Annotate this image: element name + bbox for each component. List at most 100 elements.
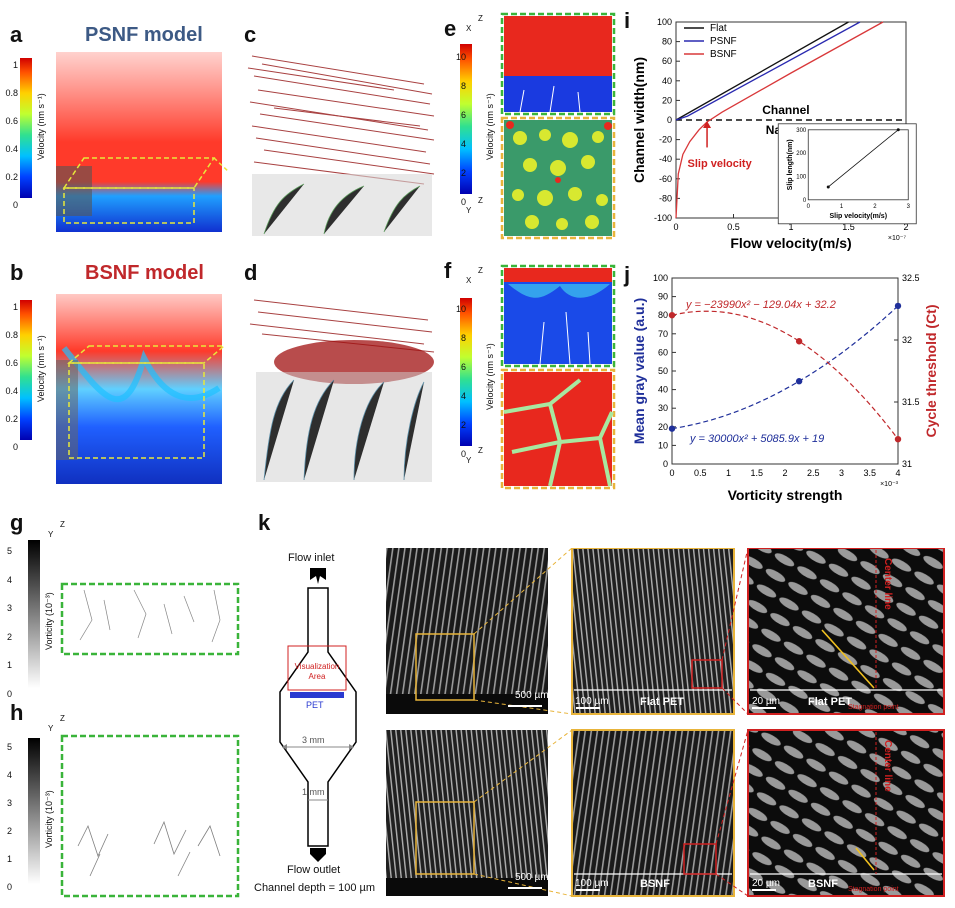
- scale-500-row1: 500 µm: [515, 690, 549, 701]
- flat-pet-label-detail: Flat PET: [808, 696, 853, 708]
- x-tick-label: 0: [669, 468, 674, 478]
- y-tick-label: 100: [653, 273, 668, 283]
- bsnf-label-zoom: BSNF: [640, 878, 670, 890]
- colorbar-g-tick: 5: [6, 546, 12, 556]
- visualization-area-label: Visualization Area: [294, 662, 340, 681]
- axis-f-top-x: X: [466, 276, 472, 285]
- scale-20-row1: 20 µm: [752, 696, 780, 707]
- colorbar-f-label: Velocity (nm s⁻¹): [485, 343, 495, 410]
- y2-axis-label: Cycle threshold (Ct): [923, 304, 939, 437]
- series-line-flat: [675, 21, 849, 121]
- channel-annotation: Channel: [762, 103, 809, 117]
- stagnation-point-label-row1: Stagnation point: [848, 704, 899, 711]
- legend-entry: PSNF: [710, 36, 737, 47]
- panel-label-j: j: [624, 262, 631, 287]
- slip-velocity-annotation: Slip velocity: [688, 158, 753, 170]
- panel-a-figure: [20, 52, 230, 232]
- colorbar-f-tick: 10: [455, 304, 466, 314]
- inset-plot-frame: [807, 129, 909, 201]
- panel-c-streamlines: [247, 55, 435, 236]
- colorbar-b-tick: 1: [12, 302, 18, 312]
- y-tick-label: 0: [663, 459, 668, 469]
- y-tick-label: 20: [662, 95, 672, 105]
- inset-x-tick: 3: [907, 204, 911, 210]
- inset-y-tick: 100: [796, 174, 807, 180]
- x-tick-label: 3: [839, 468, 844, 478]
- inset-line: [827, 129, 899, 188]
- y-tick-label: 60: [658, 347, 668, 357]
- bsnf-model-title: BSNF model: [85, 262, 204, 284]
- panel-f-figure: [460, 264, 616, 490]
- axis-h-y: Y: [48, 724, 54, 733]
- equation-blue: y = 30000x² + 5085.9x + 19: [689, 433, 824, 445]
- flow-inlet-label: Flow inlet: [288, 552, 335, 564]
- bsnf-label-detail: BSNF: [808, 878, 838, 890]
- x-tick-label: 2: [903, 222, 908, 232]
- colorbar-h-tick: 2: [6, 826, 12, 836]
- x-tick-label: 0: [673, 222, 678, 232]
- y2-tick-label: 32.5: [902, 273, 920, 283]
- colorbar-e-label: Velocity (nm s⁻¹): [485, 93, 495, 160]
- center-line-label-row1: Center line: [882, 558, 893, 610]
- panel-label-f: f: [444, 258, 452, 283]
- data-point-left: [894, 302, 902, 310]
- panel-label-k: k: [258, 510, 271, 535]
- colorbar-h-tick: 0: [6, 882, 12, 892]
- y-tick-label: -100: [654, 213, 672, 223]
- x-tick-label: 1.5: [842, 222, 855, 232]
- colorbar-b-tick: 0.4: [5, 386, 18, 396]
- y-axis-label: Mean gray value (a.u.): [631, 298, 647, 444]
- axis-e-top-z: Z: [478, 14, 483, 23]
- series-line-bsnf: [675, 21, 884, 219]
- colorbar-g-tick: 3: [6, 603, 12, 613]
- colorbar-b-tick: 0.2: [5, 414, 18, 424]
- y-tick-label: 10: [658, 440, 668, 450]
- colorbar-g-tick: 2: [6, 631, 12, 642]
- inset-y-label: Slip length(nm): [787, 139, 794, 190]
- channel-schematic: [279, 568, 357, 862]
- scale-100-row1: 100 µm: [575, 696, 609, 707]
- scale-500-row2: 500 µm: [515, 872, 549, 883]
- x-axis-label: Vorticity strength: [728, 487, 843, 503]
- width-3mm-label: 3 mm: [302, 735, 325, 745]
- colorbar-e-tick: 0: [460, 197, 466, 207]
- y-tick-label: 90: [658, 292, 668, 302]
- axis-e-bottom-y: Y: [466, 206, 472, 215]
- colorbar-e-tick: 2: [460, 168, 466, 178]
- y-tick-label: 0: [667, 115, 672, 125]
- y-tick-label: 20: [658, 422, 668, 432]
- inset-y-tick: 200: [796, 151, 807, 157]
- colorbar-h-tick: 3: [6, 798, 12, 808]
- colorbar-a-tick: 1: [12, 60, 18, 70]
- colorbar-a-tick: 0.8: [5, 88, 18, 98]
- inset-point: [826, 185, 830, 189]
- y-tick-label: 80: [662, 37, 672, 47]
- y-axis-label: Channel width(nm): [631, 57, 647, 183]
- colorbar-a-tick: 0.4: [5, 144, 18, 154]
- panel-label-c: c: [244, 22, 257, 47]
- colorbar-b-tick: 0.6: [5, 358, 18, 368]
- fit-curve-right: [671, 310, 899, 440]
- panel-label-b: b: [10, 260, 24, 285]
- y-tick-label: 80: [658, 310, 668, 320]
- channel-depth-label: Channel depth = 100 µm: [254, 882, 376, 894]
- inset-point: [896, 128, 900, 132]
- colorbar-g-tick: 1: [6, 660, 12, 670]
- inset-frame: [777, 123, 917, 225]
- x-tick-label: 2.5: [807, 468, 820, 478]
- y-tick-label: 100: [657, 17, 672, 27]
- axis-f-bottom-y: Y: [466, 456, 472, 465]
- equation-red: y = −23990x² − 129.04x + 32.2: [685, 299, 836, 311]
- colorbar-b-label: Velocity (nm s⁻¹): [36, 335, 46, 402]
- panel-b-figure: [20, 294, 227, 484]
- axis-e-top-x: X: [466, 24, 472, 33]
- scale-100-row2: 100 µm: [575, 878, 609, 889]
- inset-x-tick: 2: [873, 204, 877, 210]
- data-point-right: [795, 338, 803, 345]
- x-tick-label: 1: [726, 468, 731, 478]
- colorbar-f-tick: 8: [460, 333, 466, 343]
- y-tick-label: -20: [659, 135, 672, 145]
- x-tick-label: 4: [895, 468, 900, 478]
- colorbar-h-tick: 5: [6, 742, 12, 752]
